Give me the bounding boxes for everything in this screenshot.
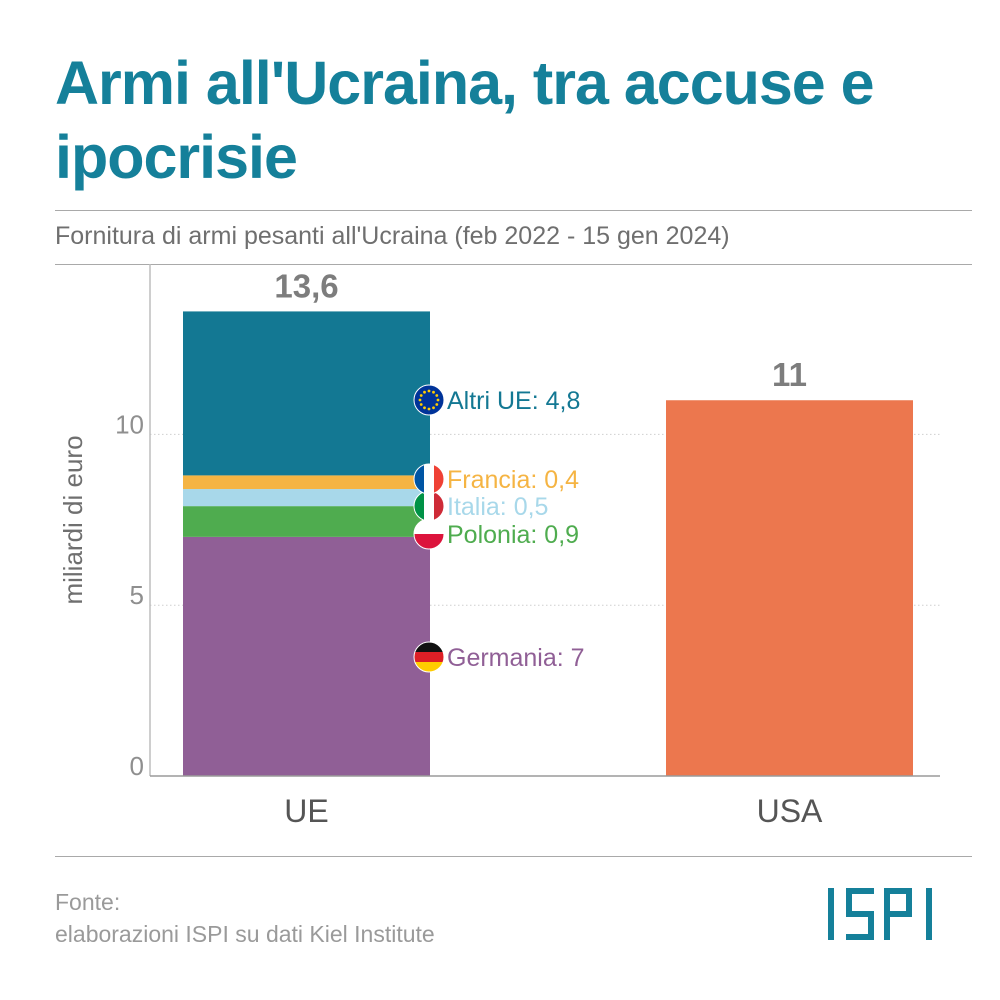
bar-segment-germania bbox=[183, 536, 430, 776]
source-text: elaborazioni ISPI su dati Kiel Institute bbox=[55, 921, 435, 947]
flag-france-icon bbox=[413, 463, 445, 495]
bar-total-label: 13,6 bbox=[274, 267, 338, 304]
bar-segment-italia bbox=[183, 489, 430, 507]
bar-total-label: 11 bbox=[772, 356, 807, 393]
y-axis-label: miliardi di euro bbox=[58, 435, 88, 604]
segment-data-label: Italia: 0,5 bbox=[447, 493, 548, 521]
y-tick-label: 5 bbox=[130, 580, 144, 610]
ispi-logo-mark bbox=[828, 888, 932, 940]
bars-layer bbox=[183, 311, 913, 776]
x-category-label: UE bbox=[284, 793, 328, 829]
footer-divider bbox=[55, 856, 972, 857]
subtitle-divider bbox=[55, 264, 972, 265]
segment-data-label: Polonia: 0,9 bbox=[447, 521, 579, 549]
bar-segment-polonia bbox=[183, 506, 430, 537]
segment-data-label: Altri UE: 4,8 bbox=[447, 387, 580, 415]
segment-data-label: Francia: 0,4 bbox=[447, 466, 579, 494]
flag-italy-icon bbox=[413, 490, 445, 522]
bar-segment-usa bbox=[666, 400, 913, 776]
title-divider bbox=[55, 210, 972, 211]
source-note: Fonte: elaborazioni ISPI su dati Kiel In… bbox=[55, 886, 435, 950]
bar-segment-altri-ue bbox=[183, 311, 430, 476]
flag-poland-icon bbox=[413, 518, 445, 550]
x-category-label: USA bbox=[757, 793, 823, 829]
chart-subtitle: Fornitura di armi pesanti all'Ucraina (f… bbox=[55, 222, 730, 250]
bar-segment-francia bbox=[183, 475, 430, 490]
flag-germany-icon bbox=[413, 641, 445, 673]
y-tick-label: 10 bbox=[115, 409, 144, 439]
y-tick-label: 0 bbox=[130, 751, 144, 781]
flag-eu-icon bbox=[413, 384, 445, 416]
chart-title: Armi all'Ucraina, tra accuse e ipocrisie bbox=[55, 49, 875, 191]
source-label: Fonte: bbox=[55, 889, 121, 915]
ispi-logo bbox=[828, 888, 932, 940]
segment-data-label: Germania: 7 bbox=[447, 644, 585, 672]
